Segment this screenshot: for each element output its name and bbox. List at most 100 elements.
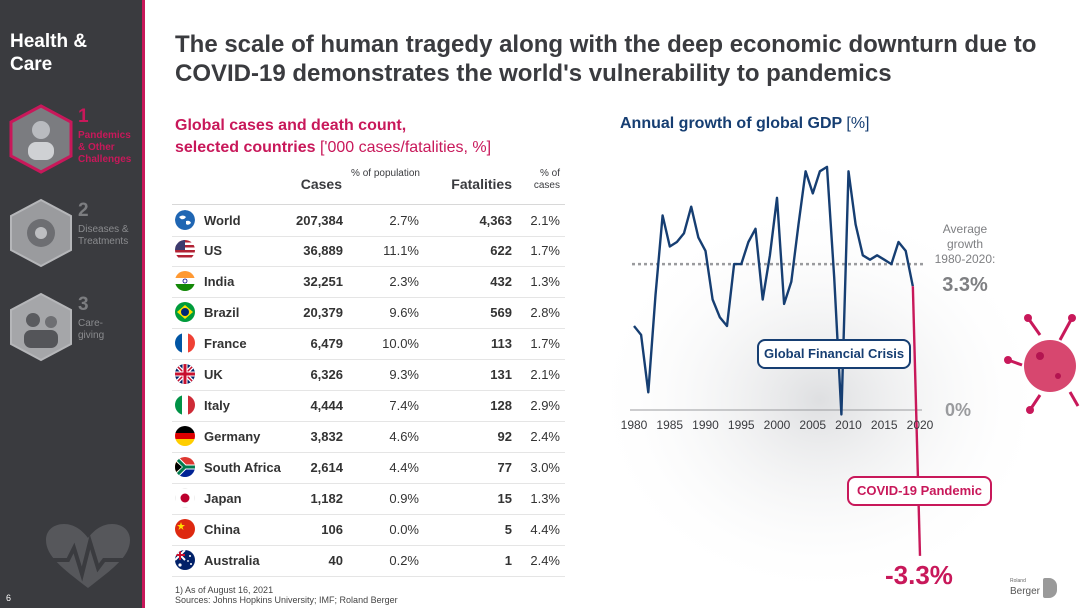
logo-mark-icon — [1043, 578, 1057, 598]
table-subtitle-line1: Global cases and death count, — [175, 117, 407, 134]
country-name: Germany — [204, 429, 261, 444]
footnote-asof: 1) As of August 16, 2021 — [175, 585, 274, 595]
fatalities-value: 4,363 — [479, 213, 512, 228]
table-row: Brazil 20,379 9.6% 569 2.8% — [172, 297, 565, 329]
southafrica-flag-icon — [175, 457, 195, 477]
country-name: Japan — [204, 491, 242, 506]
pct-population-value: 0.9% — [389, 491, 419, 506]
page-title: The scale of human tragedy along with th… — [175, 31, 1037, 87]
cases-value: 106 — [321, 522, 343, 537]
australia-flag-icon — [175, 550, 195, 570]
x-tick-1980: 1980 — [621, 418, 648, 432]
nav-number: 3 — [78, 294, 89, 315]
fatalities-value: 113 — [491, 336, 512, 351]
x-tick-2000: 2000 — [764, 418, 791, 432]
cases-value: 20,379 — [303, 305, 343, 320]
logo-text: Berger — [1010, 586, 1041, 597]
cases-value: 36,889 — [303, 243, 343, 258]
pct-cases-value: 2.4% — [530, 429, 560, 444]
country-name: World — [204, 213, 241, 228]
pct-cases-value: 2.4% — [530, 553, 560, 568]
cases-value: 6,326 — [310, 367, 343, 382]
table-row: Germany 3,832 4.6% 92 2.4% — [172, 421, 565, 453]
header-pct-cases: % of cases — [533, 168, 560, 191]
table-subtitle-line2: selected countries — [175, 139, 316, 156]
nav-number: 1 — [78, 106, 89, 127]
pct-population-value: 9.3% — [389, 367, 419, 382]
table-row: World 207,384 2.7% 4,363 2.1% — [172, 204, 565, 237]
heartbeat-icon — [44, 524, 132, 588]
nav-label: Pandemics & Other Challenges — [78, 130, 132, 165]
pct-population-value: 10.0% — [382, 336, 419, 351]
globe-flag-icon — [175, 210, 195, 230]
india-flag-icon — [175, 271, 195, 291]
table-row: UK 6,326 9.3% 131 2.1% — [172, 359, 565, 391]
chart-title-text: Annual growth of global GDP — [620, 115, 842, 132]
pct-cases-value: 1.3% — [530, 491, 560, 506]
pct-cases-value: 1.3% — [530, 274, 560, 289]
germany-flag-icon — [175, 426, 195, 446]
france-flag-icon — [175, 333, 195, 353]
nav-item-diseases[interactable]: 2 Diseases & Treatments — [8, 198, 142, 276]
pct-population-value: 4.4% — [389, 460, 419, 475]
cases-value: 4,444 — [310, 398, 343, 413]
fatalities-value: 622 — [490, 243, 512, 258]
cases-value: 3,832 — [310, 429, 343, 444]
fatalities-value: 15 — [497, 491, 512, 506]
cases-value: 32,251 — [303, 274, 343, 289]
cases-value: 6,479 — [310, 336, 343, 351]
chart-title-unit: [%] — [846, 115, 870, 132]
fatalities-value: 5 — [504, 522, 512, 537]
page-number: 6 — [6, 593, 12, 603]
footnote: 1) As of August 16, 2021 Sources: Johns … — [175, 585, 398, 605]
chart-title: Annual growth of global GDP [%] — [620, 115, 870, 133]
pct-population-value: 0.2% — [389, 553, 419, 568]
pct-population-value: 7.4% — [389, 398, 419, 413]
country-name: US — [204, 243, 223, 258]
x-tick-1990: 1990 — [692, 418, 719, 432]
nav-label: Diseases & Treatments — [78, 224, 129, 247]
japan-flag-icon — [175, 488, 195, 508]
table-row: China 106 0.0% 5 4.4% — [172, 514, 565, 546]
country-name: China — [204, 522, 241, 537]
pct-population-value: 2.7% — [389, 213, 419, 228]
fatalities-value: 569 — [490, 305, 512, 320]
china-flag-icon — [175, 519, 195, 539]
footnote-sources: Sources: Johns Hopkins University; IMF; … — [175, 595, 398, 605]
pct-population-value: 4.6% — [389, 429, 419, 444]
pct-population-value: 2.3% — [389, 274, 419, 289]
x-tick-1985: 1985 — [656, 418, 683, 432]
fatalities-value: 77 — [497, 460, 512, 475]
logo-small-text: Roland — [1010, 578, 1026, 584]
fatalities-value: 1 — [504, 553, 512, 568]
country-name: Italy — [204, 398, 231, 413]
x-tick-2010: 2010 — [835, 418, 862, 432]
pct-cases-value: 1.7% — [530, 336, 560, 351]
fatalities-value: 432 — [490, 274, 512, 289]
table-row: South Africa 2,614 4.4% 77 3.0% — [172, 452, 565, 484]
cases-value: 207,384 — [296, 213, 343, 228]
table-row: Japan 1,182 0.9% 15 1.3% — [172, 483, 565, 515]
diseases-thumbnail-icon — [10, 198, 72, 268]
pandemics-thumbnail-icon — [9, 104, 73, 174]
pct-cases-value: 4.4% — [530, 522, 560, 537]
table-row: India 32,251 2.3% 432 1.3% — [172, 266, 565, 298]
sidebar-accent-bar — [142, 0, 145, 608]
covid-annotation: COVID-19 Pandemic — [847, 476, 992, 506]
nav-label: Care- giving — [78, 318, 105, 341]
nav-item-caregiving[interactable]: 3 Care- giving — [8, 292, 142, 370]
country-name: France — [204, 336, 247, 351]
cases-value: 1,182 — [310, 491, 343, 506]
country-name: India — [204, 274, 235, 289]
country-name: South Africa — [204, 460, 281, 475]
cases-value: 2,614 — [310, 460, 343, 475]
brazil-flag-icon — [175, 302, 195, 322]
nav-item-pandemics[interactable]: 1 Pandemics & Other Challenges — [8, 104, 142, 182]
fatalities-value: 128 — [490, 398, 512, 413]
x-tick-2020: 2020 — [907, 418, 934, 432]
table-row: Italy 4,444 7.4% 128 2.9% — [172, 390, 565, 422]
pct-population-value: 0.0% — [389, 522, 419, 537]
covid-value: -3.3% — [885, 560, 953, 590]
pct-cases-value: 2.1% — [530, 213, 560, 228]
sidebar: Health & Care 1 Pandemics & Other Challe… — [0, 0, 142, 608]
